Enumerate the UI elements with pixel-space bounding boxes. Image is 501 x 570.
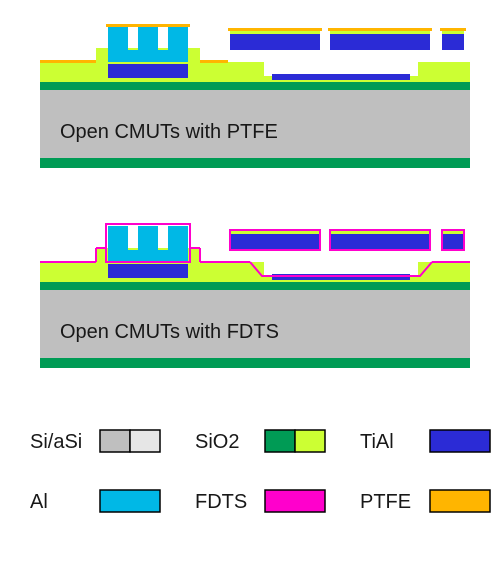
cross-section-ptfe [40,24,470,168]
al-pad [108,226,188,262]
svg-text:Si/aSi: Si/aSi [30,431,82,453]
svg-text:TiAl: TiAl [360,431,394,453]
svg-text:SiO2: SiO2 [195,431,239,453]
al-pad [108,26,188,62]
svg-text:Al: Al [30,491,48,513]
caption-ptfe: Open CMUTs with PTFE [60,121,278,143]
legend: Si/aSi SiO2 TiAl Al FDTS PTFE [30,430,490,513]
svg-text:PTFE: PTFE [360,491,411,513]
caption-fdts: Open CMUTs with FDTS [60,321,279,343]
cross-section-fdts [40,224,470,368]
cmut-diagram: Open CMUTs with PTFE Open CMUTs with FDTS… [0,0,501,570]
svg-text:FDTS: FDTS [195,491,247,513]
